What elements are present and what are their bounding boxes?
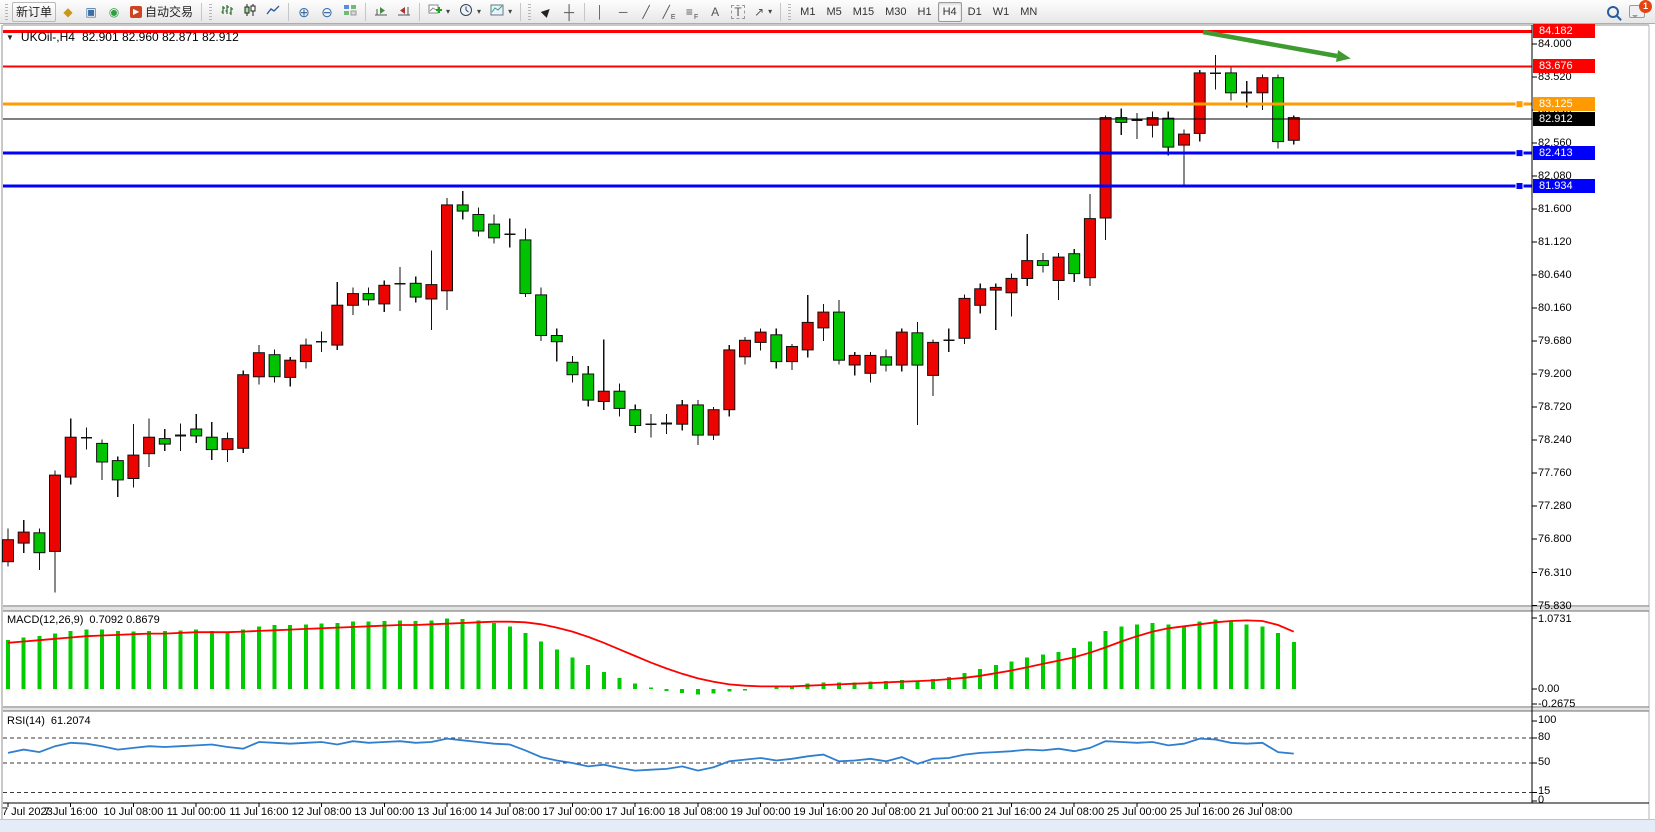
zoom-out-icon: ⊖ [321,3,333,20]
vertical-line-icon: │ [596,4,604,19]
tile-windows-button[interactable] [339,2,361,22]
add-indicator-button[interactable]: ▾ [424,2,454,22]
main-toolbar: 新订单 ◆ ▣ ◉ ▶ 自动交易 ⊕ ⊖ ▾ ▾ ▾ ▶ ┼ │ ─ ╱ ╱ E … [0,0,1655,24]
navigator-button[interactable]: ◉ [103,2,125,22]
auto-scroll-button[interactable] [370,2,392,22]
terminal-icon: ▣ [85,4,97,19]
channel-icon: ╱ [662,4,670,19]
cursor-button[interactable]: ▶ [535,2,557,22]
fibonacci-sub-label: F [693,13,699,21]
timeframe-button-h1[interactable]: H1 [913,2,937,22]
timeframe-button-m1[interactable]: M1 [795,2,820,22]
new-order-button[interactable]: 新订单 [12,1,57,22]
autotrading-button[interactable]: ▶ 自动交易 [126,2,197,22]
text-tool-button[interactable]: A [704,2,726,22]
period-menu-button[interactable]: ▾ [455,2,485,22]
toolbar-separator [520,2,522,21]
template-button[interactable]: ▾ [486,2,516,22]
timeframe-button-h4[interactable]: H4 [937,1,962,22]
market-watch-button[interactable]: ◆ [57,2,79,22]
clock-icon [459,3,473,20]
equidistant-channel-button[interactable]: ╱ E [658,2,680,22]
autotrading-label: 自动交易 [145,5,194,19]
timeframe-button-m5[interactable]: M5 [821,2,846,22]
vertical-line-button[interactable]: │ [589,2,611,22]
candlestick-chart-button[interactable] [239,2,261,22]
fibonacci-icon: ≡ [685,4,693,19]
dropdown-caret-icon: ▾ [477,7,482,16]
horizontal-line-button[interactable]: ─ [612,2,634,22]
zoom-out-button[interactable]: ⊖ [316,2,338,22]
search-icon[interactable] [1607,5,1619,18]
bar-chart-icon [220,3,234,20]
dropdown-caret-icon: ▾ [768,7,773,16]
toolbar-separator [201,2,203,21]
cursor-icon: ▶ [539,4,554,20]
add-indicator-icon [428,3,443,20]
line-chart-button[interactable] [262,2,284,22]
trendline-button[interactable]: ╱ [635,2,657,22]
shapes-icon: ↗ [754,4,765,19]
bar-chart-button[interactable] [216,2,238,22]
zoom-in-icon: ⊕ [298,3,310,20]
timeframe-toolbar: M1 M5 M15 M30 H1 H4 D1 W1 MN [795,1,1042,22]
horizontal-line-icon: ─ [618,4,628,19]
timeframe-button-w1[interactable]: W1 [988,2,1015,22]
fibonacci-button[interactable]: ≡ F [681,2,703,22]
market-watch-icon: ◆ [63,4,73,19]
auto-scroll-icon [374,3,388,20]
toolbar-grip[interactable] [788,3,792,20]
crosshair-button[interactable]: ┼ [558,2,580,22]
zoom-in-button[interactable]: ⊕ [293,2,315,22]
text-label-icon: T [731,4,745,19]
crosshair-icon: ┼ [564,3,575,20]
timeframe-button-mn[interactable]: MN [1015,2,1042,22]
notification-badge: 1 [1639,0,1652,13]
dropdown-caret-icon: ▾ [446,7,451,16]
channel-sub-label: E [670,13,676,21]
timeframe-button-d1[interactable]: D1 [963,2,987,22]
chat-icon[interactable]: 1 [1629,0,1652,18]
text-icon: A [711,4,720,19]
chart-shift-button[interactable] [393,2,415,22]
toolbar-separator [365,2,367,21]
line-chart-icon [266,3,280,20]
timeframe-button-m30[interactable]: M30 [880,2,911,22]
toolbar-separator [584,2,586,21]
toolbar-grip[interactable] [5,3,8,20]
tile-windows-icon [343,3,357,20]
template-icon [490,3,504,20]
toolbar-separator [780,2,782,21]
chart-shift-icon [397,3,411,20]
candlestick-icon [243,3,257,20]
timeframe-button-m15[interactable]: M15 [848,2,879,22]
text-label-button[interactable]: T [727,2,749,22]
toolbar-separator [419,2,421,21]
autotrading-icon: ▶ [130,5,143,18]
trendline-icon: ╱ [642,4,650,19]
toolbar-right: 1 [1607,0,1652,18]
toolbar-separator [288,2,290,21]
arrows-tool-button[interactable]: ↗ ▾ [750,2,776,22]
navigator-icon: ◉ [108,4,120,19]
toolbar-grip[interactable] [528,3,532,20]
terminal-button[interactable]: ▣ [80,2,102,22]
status-strip [0,819,1655,832]
toolbar-grip[interactable] [209,3,213,20]
dropdown-caret-icon: ▾ [508,7,513,16]
